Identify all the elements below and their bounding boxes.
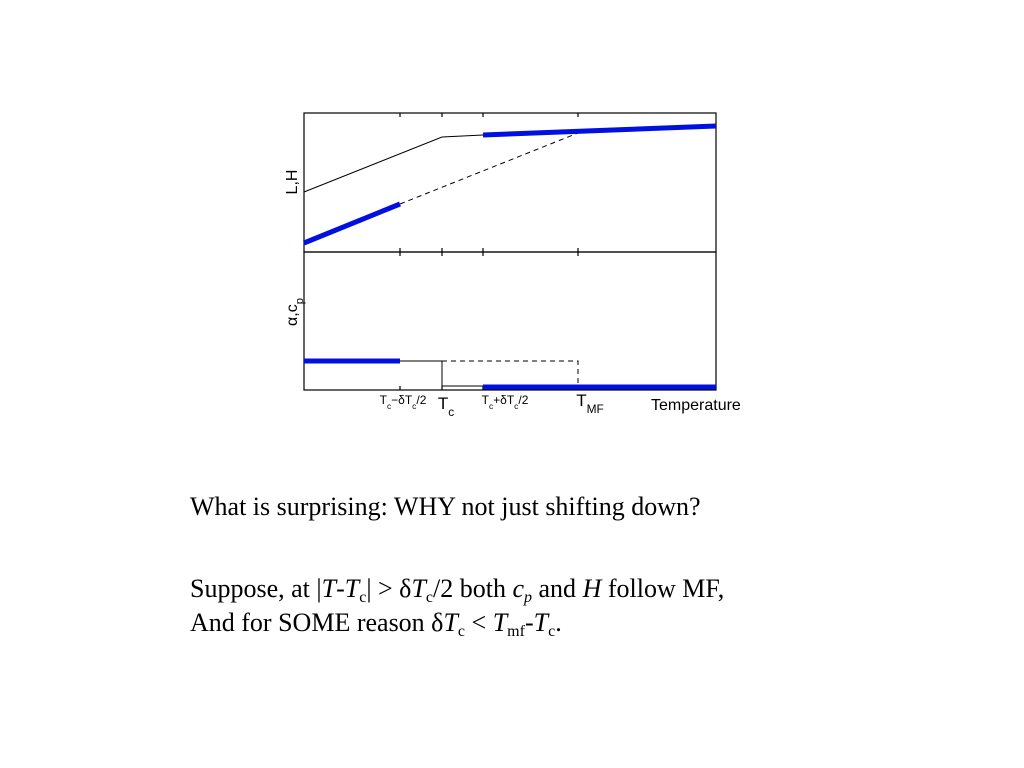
text-segment: +δT <box>493 393 515 407</box>
text-segment: T <box>443 608 458 637</box>
subscript: c <box>425 589 434 606</box>
subscript: p <box>294 298 306 304</box>
question: What is surprising: WHY not just shiftin… <box>190 492 701 522</box>
bottom-curve <box>400 360 483 387</box>
subscript: c <box>387 401 391 411</box>
text-segment: T <box>321 574 337 603</box>
text-segment: T <box>492 608 508 637</box>
text-segment: Temperature <box>651 397 741 414</box>
text-segment: c <box>512 574 525 603</box>
top-blue-right <box>482 123 717 138</box>
text-segment: /2 <box>416 393 426 407</box>
text-segment: T <box>438 394 448 413</box>
text-segment: What is surprising: WHY not just shiftin… <box>190 492 701 521</box>
tick-label: Tc <box>438 394 454 419</box>
subscript: c <box>548 623 556 640</box>
text-segment: /2 <box>518 393 528 407</box>
text-segment: T <box>344 574 360 603</box>
text-segment: Suppose, at | <box>190 574 322 603</box>
bottom-dashed <box>442 360 579 388</box>
text-segment: And for SOME reason δ <box>190 608 444 637</box>
text-segment: T <box>380 393 388 407</box>
tick-label: Tc+δTc/2 <box>482 393 529 411</box>
text-segment: −δT <box>391 393 413 407</box>
subscript: c <box>412 401 416 411</box>
top-blue-left <box>303 201 401 246</box>
text-segment: follow MF, <box>601 574 725 603</box>
text-segment: - <box>524 608 534 637</box>
top-curve <box>303 134 484 193</box>
subscript: c <box>489 401 493 411</box>
text-segment: - <box>336 574 345 603</box>
subscript: MF <box>587 402 604 416</box>
text-segment: and <box>532 574 583 603</box>
tick-label: Tc−δTc/2 <box>380 393 427 411</box>
tick-label: TMF <box>576 391 604 416</box>
text-line: Suppose, at |T-Tc| > δTc/2 both cp and H… <box>190 574 724 607</box>
subscript: c <box>448 405 454 419</box>
text-segment: | > δ <box>366 574 412 603</box>
text-segment: H <box>582 574 602 603</box>
text-segment: T <box>411 574 426 603</box>
text-segment: T <box>576 391 586 410</box>
subscript: p <box>524 589 533 606</box>
y-label: α,cp <box>284 298 306 326</box>
x-label: Temperature <box>651 397 741 414</box>
bottom-panel <box>303 251 717 391</box>
text-line: And for SOME reason δTc < Tmf-Tc. <box>190 608 562 641</box>
text-segment: T <box>482 393 490 407</box>
subscript: mf <box>507 623 525 640</box>
top-dashed <box>399 132 579 205</box>
y-label: L,H <box>284 170 301 195</box>
text-segment: /2 both <box>433 574 513 603</box>
text-segment: < <box>465 608 493 637</box>
text-segment: L,H <box>284 170 301 195</box>
subscript: c <box>514 401 518 411</box>
subscript: c <box>457 623 466 640</box>
text-segment: α,c <box>284 304 301 326</box>
subscript: c <box>359 589 367 606</box>
text-segment: T <box>533 608 549 637</box>
text-segment: . <box>555 608 562 637</box>
